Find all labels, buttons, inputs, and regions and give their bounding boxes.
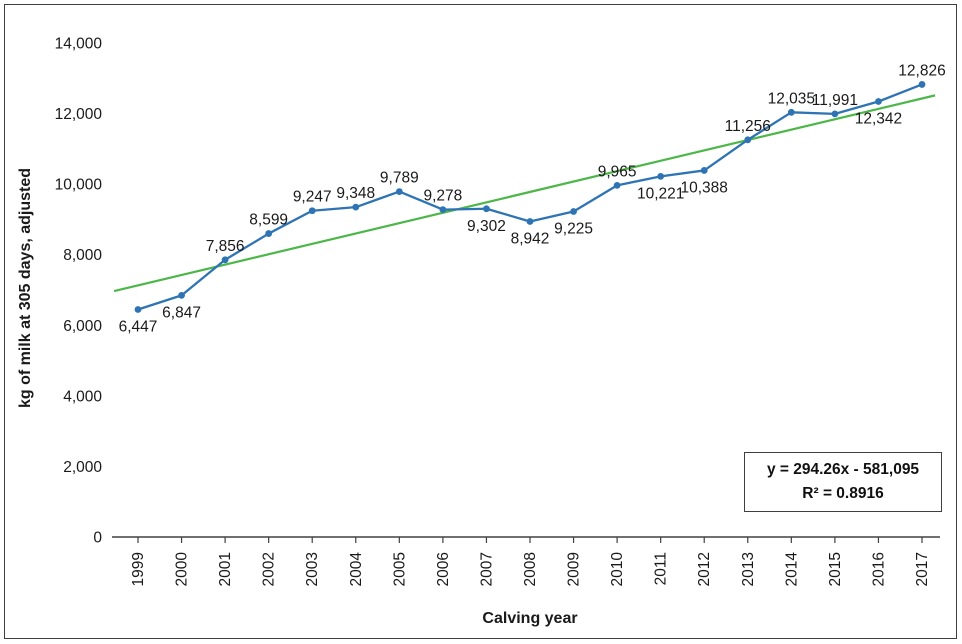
data-point-label: 9,348 (336, 185, 375, 202)
x-tick-label: 2016 (870, 552, 887, 586)
x-tick-label: 1999 (130, 552, 147, 586)
y-tick-label: 4,000 (63, 388, 102, 405)
data-point-label: 11,256 (725, 118, 771, 135)
x-tick-label: 2007 (478, 552, 495, 586)
data-point-marker (657, 172, 665, 180)
data-point-label: 7,856 (206, 238, 245, 255)
data-point-marker (613, 181, 621, 189)
x-tick-label: 2013 (740, 552, 757, 586)
data-point-label: 9,247 (293, 189, 332, 206)
trendline-equation: y = 294.26x - 581,095 (766, 461, 920, 478)
data-point-marker (221, 256, 229, 264)
trendline (113, 94, 936, 293)
data-point-marker (918, 81, 926, 88)
x-tick-label: 2012 (696, 552, 713, 586)
x-tick-label: 2000 (174, 552, 191, 587)
data-point-marker (744, 136, 752, 144)
data-point-marker (352, 203, 360, 211)
data-point-label: 9,225 (554, 220, 593, 237)
trendline-r-squared: R² = 0.8916 (802, 485, 884, 503)
data-point-label: 6,847 (162, 304, 201, 321)
x-tick-label: 2009 (566, 552, 583, 586)
data-point-marker (875, 98, 882, 105)
y-tick-label: 14,000 (55, 36, 103, 53)
data-point-marker (526, 218, 534, 225)
x-tick-label: 2017 (914, 552, 931, 586)
data-point-label: 8,599 (249, 212, 288, 229)
data-point-marker (134, 306, 142, 313)
y-tick-label: 10,000 (55, 177, 103, 194)
data-point-marker (265, 230, 273, 237)
data-point-marker (483, 205, 490, 213)
x-tick-label: 2015 (827, 552, 844, 586)
data-point-marker (787, 108, 795, 116)
x-tick-label: 2010 (609, 552, 626, 587)
data-point-label: 10,221 (637, 185, 684, 202)
x-tick-label: 2005 (391, 552, 408, 586)
data-point-marker (439, 206, 447, 214)
data-point-marker (178, 291, 185, 299)
data-point-label: 9,302 (467, 218, 506, 235)
x-tick-label: 2014 (783, 552, 800, 587)
x-tick-label: 2003 (304, 552, 321, 586)
y-tick-label: 6,000 (63, 318, 102, 335)
data-point-label: 9,278 (423, 188, 462, 205)
y-tick-label: 0 (93, 530, 102, 547)
x-tick-label: 2008 (522, 552, 539, 586)
x-tick-label: 2002 (261, 552, 278, 586)
data-point-label: 12,342 (855, 111, 902, 128)
y-tick-label: 8,000 (63, 247, 102, 264)
data-point-marker (395, 188, 403, 195)
data-point-label: 10,388 (681, 179, 728, 196)
y-axis-title: kg of milk at 305 days, adjusted (17, 168, 34, 408)
x-tick-label: 2004 (348, 552, 365, 587)
x-axis-title: Calving year (482, 610, 577, 627)
data-point-marker (831, 110, 839, 118)
data-point-label: 12,826 (898, 62, 945, 79)
y-tick-label: 2,000 (63, 459, 102, 476)
x-tick-label: 2001 (217, 552, 234, 586)
data-point-label: 11,991 (812, 92, 858, 109)
data-point-label: 6,447 (119, 319, 158, 336)
y-tick-label: 12,000 (55, 106, 103, 123)
data-point-marker (700, 167, 708, 174)
plot-layer: 0 2,000 4,000 6,000 8,000 10,000 12,000 14,000 1… (55, 36, 946, 587)
data-point-label: 9,965 (598, 163, 637, 180)
trendline-equation-box: y = 294.26x - 581,095 R² = 0.8916 (744, 452, 942, 513)
data-point-label: 12,035 (768, 90, 815, 107)
series-line (136, 83, 924, 311)
x-tick-label: 2006 (435, 552, 452, 586)
data-point-marker (308, 207, 316, 215)
x-tick-label: 2011 (653, 552, 670, 585)
data-point-label: 9,789 (380, 170, 419, 187)
data-point-label: 8,942 (511, 230, 550, 247)
data-point-marker (570, 208, 577, 215)
